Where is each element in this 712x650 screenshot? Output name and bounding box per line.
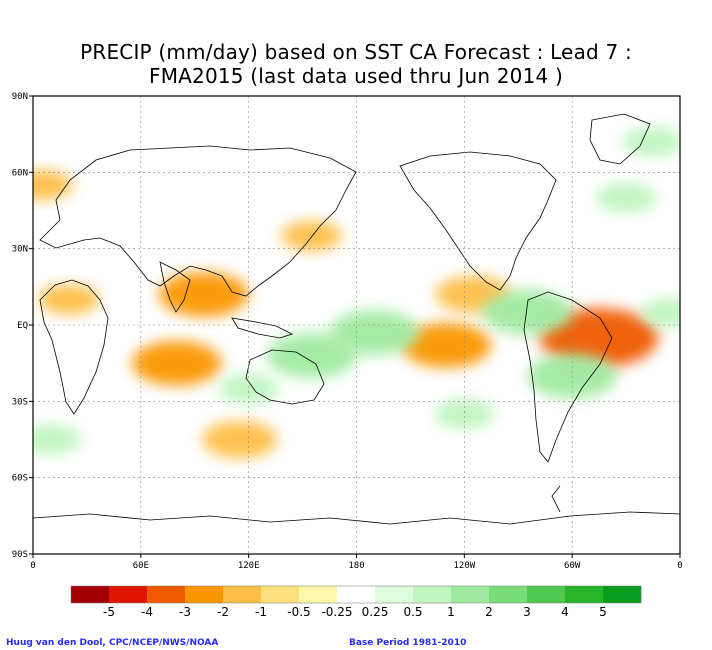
- colorbar-label: -2: [217, 605, 229, 619]
- colorbar-label: -3: [179, 605, 191, 619]
- colorbar-swatch-12: [489, 586, 528, 603]
- anomaly-region-17: [595, 182, 657, 213]
- lat-tick-label: 90N: [12, 92, 28, 102]
- colorbar-label: 0.5: [403, 605, 422, 619]
- anomaly-region-7: [38, 284, 100, 315]
- coastline-antarctica: [33, 511, 680, 525]
- lon-tick-label: 120E: [238, 561, 260, 571]
- base-period-text: Base Period 1981-2010: [349, 638, 467, 648]
- lat-tick-label: 30N: [12, 245, 28, 255]
- colorbar-swatch-1: [71, 586, 110, 603]
- lat-tick-label: 30S: [12, 397, 28, 407]
- colorbar-label: 0.25: [362, 605, 389, 619]
- anomaly-region-2: [131, 340, 222, 386]
- anomaly-region-3: [401, 322, 492, 368]
- lat-tick-label: EQ: [17, 321, 28, 331]
- colorbar-label: 4: [561, 605, 569, 619]
- anomaly-region-11: [266, 333, 357, 378]
- colorbar-label: 1: [447, 605, 455, 619]
- anomaly-region-18: [622, 126, 680, 157]
- coastline-greenland: [589, 113, 651, 165]
- coastline-antarctic-peninsula: [551, 485, 561, 513]
- colorbar-label: -0.25: [321, 605, 352, 619]
- colorbar-swatch-11: [451, 586, 490, 603]
- colorbar-label: 5: [599, 605, 607, 619]
- coastline-australia: [245, 349, 325, 405]
- colorbar-swatch-5: [223, 586, 262, 603]
- anomaly-region-10: [329, 310, 420, 356]
- coastline-south-america: [523, 291, 613, 463]
- lon-tick-label: 0: [677, 561, 682, 571]
- anomaly-region-8: [33, 169, 73, 201]
- lat-tick-label: 90S: [12, 550, 28, 560]
- colorbar-label: -0.5: [287, 605, 310, 619]
- anomaly-region-14: [640, 297, 680, 328]
- coastline-north-america: [399, 151, 557, 291]
- colorbar-label: -5: [103, 605, 115, 619]
- colorbar-label: 3: [523, 605, 531, 619]
- coastline-eurasia: [39, 145, 357, 297]
- colorbar-swatch-10: [413, 586, 452, 603]
- colorbar-swatch-14: [565, 586, 604, 603]
- anomaly-region-16: [433, 398, 495, 430]
- colorbar-swatch-6: [261, 586, 300, 603]
- colorbar-swatch-8: [337, 586, 376, 603]
- colorbar-label: 2: [485, 605, 493, 619]
- anomaly-region-13: [527, 353, 617, 399]
- lon-tick-label: 60W: [564, 561, 581, 571]
- colorbar-swatch-7: [299, 586, 338, 603]
- colorbar-label: -4: [141, 605, 153, 619]
- anomaly-region-5: [539, 308, 659, 368]
- anomaly-region-9: [281, 220, 342, 252]
- chart-title-line1: PRECIP (mm/day) based on SST CA Forecast…: [80, 40, 632, 64]
- lon-tick-label: 180: [348, 561, 364, 571]
- coastline-indonesia: [231, 317, 294, 339]
- lat-tick-label: 60N: [12, 168, 28, 178]
- chart-title-line2: FMA2015 (last data used thru Jun 2014 ): [148, 64, 564, 88]
- colorbar-swatch-15: [603, 586, 642, 603]
- colorbar-swatch-2: [109, 586, 148, 603]
- colorbar-label: -1: [255, 605, 267, 619]
- credit-text: Huug van den Dool, CPC/NCEP/NWS/NOAA: [6, 638, 219, 648]
- lon-tick-label: 60E: [133, 561, 149, 571]
- colorbar-swatch-13: [527, 586, 566, 603]
- anomaly-region-6: [202, 420, 278, 459]
- colorbar-swatch-3: [147, 586, 186, 603]
- anomaly-region-1: [158, 272, 249, 317]
- coastline-africa: [39, 279, 109, 415]
- anomaly-region-12: [482, 289, 573, 335]
- lon-tick-label: 0: [30, 561, 35, 571]
- lat-tick-label: 60S: [12, 474, 28, 484]
- lon-tick-label: 120W: [453, 561, 475, 571]
- colorbar-swatch-4: [185, 586, 224, 603]
- coastline-india: [159, 261, 191, 313]
- colorbar-frame: [70, 585, 642, 604]
- anomaly-region-15: [33, 424, 82, 455]
- colorbar-swatch-9: [375, 586, 414, 603]
